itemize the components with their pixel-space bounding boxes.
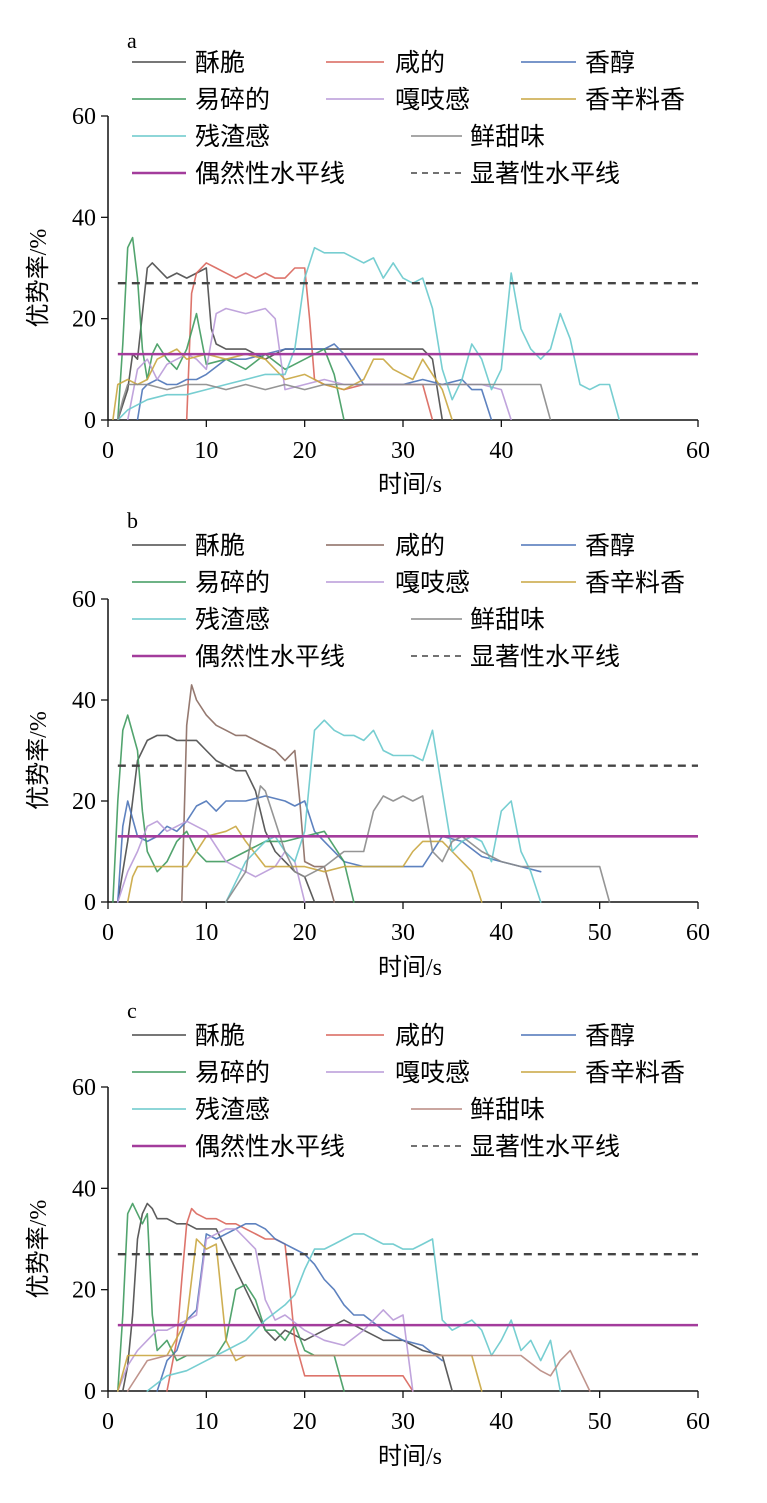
legend-label: 酥脆	[195, 1021, 245, 1050]
x-axis-title: 时间/s	[378, 954, 442, 981]
x-tick-label: 60	[686, 920, 710, 946]
legend-label: 偶然性水平线	[195, 642, 345, 671]
plot-area	[112, 236, 621, 420]
x-tick-label: 30	[391, 438, 415, 464]
x-tick-label: 0	[102, 438, 114, 464]
y-tick-label: 60	[72, 1075, 96, 1101]
legend-label: 香醇	[585, 531, 635, 560]
legend-label: 显著性水平线	[470, 1132, 620, 1161]
series-line-易碎的	[112, 714, 355, 903]
legend-label: 香辛料香	[585, 1058, 685, 1087]
legend-label: 咸的	[395, 531, 445, 560]
legend-label: 残渣感	[195, 605, 270, 634]
y-tick-label: 0	[84, 890, 96, 916]
x-axis-title: 时间/s	[378, 1443, 442, 1470]
y-tick-label: 60	[72, 587, 96, 613]
x-tick-label: 0	[102, 1409, 114, 1435]
series-line-嘎吱感	[117, 1228, 414, 1392]
legend-label: 残渣感	[195, 1095, 270, 1124]
y-tick-label: 20	[72, 307, 96, 333]
legend-label: 易碎的	[195, 568, 270, 597]
x-tick-label: 50	[588, 920, 612, 946]
series-line-酥脆	[117, 262, 444, 420]
y-tick-label: 40	[72, 1176, 96, 1202]
y-axis-title: 优势率/%	[25, 229, 52, 328]
x-tick-label: 30	[391, 1409, 415, 1435]
y-tick-label: 20	[72, 789, 96, 815]
legend-label: 显著性水平线	[470, 642, 620, 671]
series-line-咸的	[166, 1207, 414, 1392]
series-line-香辛料香	[117, 1238, 483, 1392]
legend-label: 香醇	[585, 48, 635, 77]
y-tick-label: 60	[72, 104, 96, 130]
x-tick-label: 60	[686, 1409, 710, 1435]
legend-label: 嘎吱感	[395, 1058, 470, 1087]
series-line-咸的	[185, 262, 434, 420]
series-line-残渣感	[225, 719, 542, 903]
legend-label: 酥脆	[195, 531, 245, 560]
legend-label: 偶然性水平线	[195, 159, 345, 188]
x-tick-label: 60	[686, 438, 710, 464]
x-tick-label: 0	[102, 920, 114, 946]
x-tick-label: 50	[588, 1409, 612, 1435]
series-line-嘎吱感	[117, 820, 306, 903]
x-tick-label: 20	[293, 438, 317, 464]
legend-label: 残渣感	[195, 122, 270, 151]
legend-label: 咸的	[395, 1021, 445, 1050]
series-line-香醇	[156, 1223, 444, 1392]
series-line-残渣感	[146, 1233, 562, 1392]
series-line-酥脆	[122, 1202, 454, 1392]
legend-label: 咸的	[395, 48, 445, 77]
legend-label: 鲜甜味	[470, 605, 545, 634]
y-axis-title: 优势率/%	[25, 711, 52, 810]
legend-label: 偶然性水平线	[195, 1132, 345, 1161]
y-tick-label: 40	[72, 688, 96, 714]
x-tick-label: 30	[391, 920, 415, 946]
series-line-香辛料香	[126, 825, 483, 903]
x-tick-label: 20	[293, 920, 317, 946]
x-axis-title: 时间/s	[378, 471, 442, 498]
legend-label: 嘎吱感	[395, 568, 470, 597]
x-tick-label: 10	[194, 1409, 218, 1435]
y-tick-label: 0	[84, 1379, 96, 1405]
plot-area	[112, 684, 611, 903]
x-tick-label: 40	[489, 1409, 513, 1435]
legend-label: 嘎吱感	[395, 85, 470, 114]
y-axis-title: 优势率/%	[25, 1200, 52, 1299]
legend-label: 香醇	[585, 1021, 635, 1050]
series-line-鲜甜味	[117, 383, 552, 420]
series-line-嘎吱感	[126, 307, 513, 420]
legend-label: 易碎的	[195, 1058, 270, 1087]
panel-letter: b	[127, 508, 138, 533]
legend-label: 香辛料香	[585, 85, 685, 114]
panel-letter: a	[127, 28, 137, 53]
legend-label: 易碎的	[195, 85, 270, 114]
legend-label: 酥脆	[195, 48, 245, 77]
legend-label: 鲜甜味	[470, 122, 545, 151]
plot-area	[117, 1202, 591, 1392]
series-line-鲜甜味	[225, 785, 611, 903]
y-tick-label: 20	[72, 1278, 96, 1304]
legend-label: 香辛料香	[585, 568, 685, 597]
series-line-易碎的	[117, 236, 345, 420]
x-tick-label: 40	[489, 438, 513, 464]
x-tick-label: 10	[194, 438, 218, 464]
y-tick-label: 0	[84, 408, 96, 434]
legend-label: 鲜甜味	[470, 1095, 545, 1124]
series-line-咸的	[181, 684, 336, 903]
x-tick-label: 10	[194, 920, 218, 946]
y-tick-label: 40	[72, 205, 96, 231]
x-tick-label: 40	[489, 920, 513, 946]
legend-label: 显著性水平线	[470, 159, 620, 188]
series-line-酥脆	[117, 734, 316, 903]
series-line-鲜甜味	[126, 1349, 591, 1392]
panel-letter: c	[127, 998, 137, 1023]
x-tick-label: 20	[293, 1409, 317, 1435]
series-line-香辛料香	[112, 348, 454, 420]
